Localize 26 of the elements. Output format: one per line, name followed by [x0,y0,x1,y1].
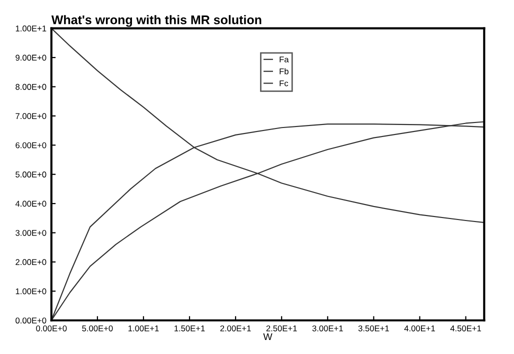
x-tick-label: 3.50E+1 [358,325,389,332]
x-tick-label: 5.00E+0 [82,325,113,332]
x-tick-label: 4.50E+1 [450,325,482,332]
x-tick-label: 4.00E+1 [404,325,435,332]
legend-label: Fa [280,56,289,62]
legend-label: Fc [280,80,288,86]
y-tick-label: 4.00E+0 [15,200,46,207]
x-axis-title: W [263,333,272,340]
y-tick-label: 2.00E+0 [16,259,46,266]
x-tick-label: 2.00E+1 [220,325,251,332]
y-tick-label: 3.00E+0 [16,230,46,236]
y-tick-label: 9.00E+0 [16,54,46,61]
legend-label: Fb [280,68,288,74]
y-tick-label: 0.00E+0 [16,318,46,324]
y-tick-label: 6.00E+0 [16,142,46,148]
x-tick-label: 1.50E+1 [174,325,205,332]
y-tick-label: 8.00E+0 [16,84,46,90]
x-tick-label: 1.00E+1 [128,325,159,332]
y-tick-label: 1.00E+0 [16,288,46,294]
x-tick-label: 0.00E+0 [36,325,67,332]
chart-title: What's wrong with this MR solution [51,15,262,27]
x-tick-label: 3.00E+1 [312,325,343,332]
y-tick-label: 1.00E+1 [16,26,46,32]
y-tick-label: 7.00E+0 [16,113,46,120]
x-tick-label: 2.50E+1 [266,325,297,332]
y-tick-label: 5.00E+0 [16,172,46,178]
